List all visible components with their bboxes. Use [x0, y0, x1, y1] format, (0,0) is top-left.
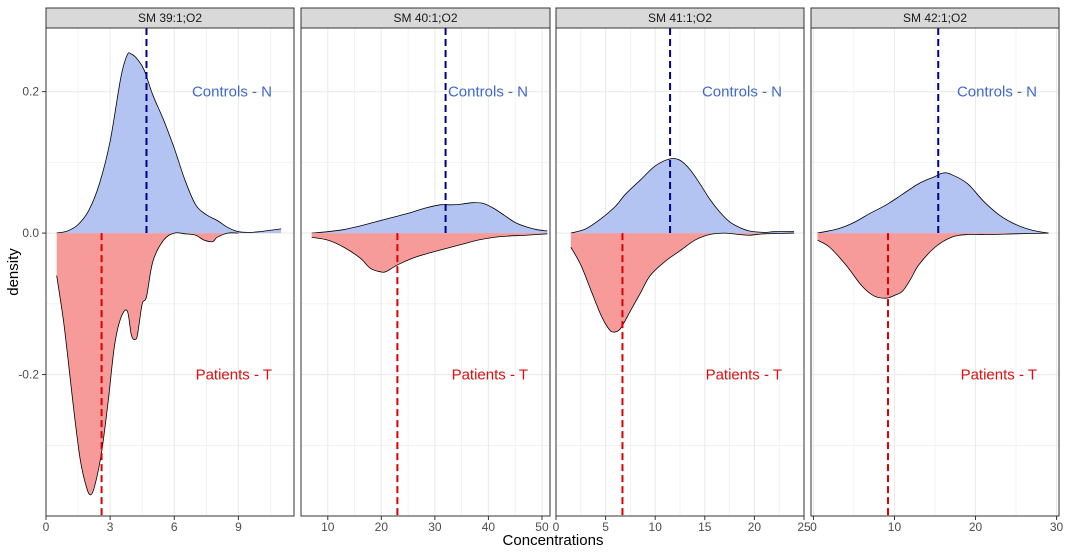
- facet-title: SM 41:1;O2: [648, 11, 712, 25]
- x-tick-label: 10: [321, 520, 335, 534]
- patients-density-area: [56, 232, 239, 495]
- x-axis-1: 0 3 6 9: [43, 516, 242, 534]
- patients-density-line: [56, 232, 239, 496]
- controls-density-area: [311, 202, 548, 234]
- x-tick-label: 3: [107, 520, 114, 534]
- patients-density-line: [311, 233, 548, 273]
- x-tick-label: 10: [649, 520, 663, 534]
- x-tick-label: 20: [375, 520, 389, 534]
- facet-panel-1: Controls - N Patients - T SM 39:1;O2 0 3 6 9: [43, 7, 295, 534]
- patients-density-line: [817, 232, 1049, 299]
- facet-panel-2: Controls - N Patients - T SM 40:1;O2 10 20 30…: [300, 7, 551, 534]
- patients-label: Patients - T: [706, 367, 782, 384]
- facet-title: SM 39:1;O2: [138, 11, 202, 25]
- x-axis-3: 0 5 10 15 20 25: [553, 516, 811, 534]
- x-tick-label: 30: [1050, 520, 1064, 534]
- controls-density-line: [570, 158, 795, 234]
- controls-label: Controls - N: [702, 84, 782, 101]
- y-axis: -0.2 0.0 0.2: [18, 85, 46, 382]
- x-tick-label: 40: [482, 520, 496, 534]
- x-tick-label: 20: [969, 520, 983, 534]
- x-tick-label: 0: [553, 520, 560, 534]
- controls-label: Controls - N: [957, 84, 1037, 101]
- controls-density-area: [817, 172, 1049, 234]
- y-tick-label: 0.2: [22, 85, 39, 99]
- controls-density-line: [311, 202, 548, 234]
- x-tick-label: 6: [171, 520, 178, 534]
- x-tick-label: 10: [888, 520, 902, 534]
- controls-label: Controls - N: [192, 84, 272, 101]
- controls-density-area: [56, 52, 282, 234]
- x-tick-label: 25: [797, 520, 811, 534]
- x-tick-label: 0: [43, 520, 50, 534]
- y-tick-label: 0.0: [22, 226, 39, 240]
- x-tick-label: 9: [235, 520, 242, 534]
- x-axis-title: Concentrations: [503, 532, 604, 549]
- patients-label: Patients - T: [961, 367, 1037, 384]
- panel-background: [301, 28, 550, 516]
- panel-grid: [556, 28, 804, 516]
- facet-panel-4: Controls - N Patients - T SM 42:1;O2 0 10 20 3…: [810, 7, 1064, 534]
- x-tick-label: 50: [535, 520, 549, 534]
- controls-label: Controls - N: [448, 84, 528, 101]
- x-tick-label: 15: [698, 520, 712, 534]
- facet-strip: [555, 7, 805, 29]
- controls-density-line: [817, 172, 1049, 234]
- patients-density-line: [570, 232, 795, 333]
- facet-strip: [45, 7, 295, 29]
- facet-strip: [300, 7, 551, 29]
- x-tick-label: 5: [602, 520, 609, 534]
- controls-density-line: [56, 52, 282, 234]
- facet-title: SM 42:1;O2: [903, 11, 967, 25]
- controls-density-area: [570, 158, 795, 234]
- facet-title: SM 40:1;O2: [393, 11, 457, 25]
- x-tick-label: 0: [810, 520, 817, 534]
- facet-strip: [810, 7, 1060, 29]
- patients-label: Patients - T: [452, 367, 528, 384]
- x-tick-label: 20: [748, 520, 762, 534]
- patients-label: Patients - T: [196, 367, 272, 384]
- x-axis-2: 10 20 30 40 50: [321, 516, 549, 534]
- y-tick-label: -0.2: [18, 368, 39, 382]
- x-axis-4: 0 10 20 30: [810, 516, 1064, 534]
- x-tick-label: 30: [428, 520, 442, 534]
- y-axis-title: density: [5, 248, 22, 296]
- patients-density-area: [570, 233, 795, 333]
- facet-panel-3: Controls - N Patients - T SM 41:1;O2 0 5 10 15…: [553, 7, 811, 534]
- patients-density-area: [817, 233, 1049, 299]
